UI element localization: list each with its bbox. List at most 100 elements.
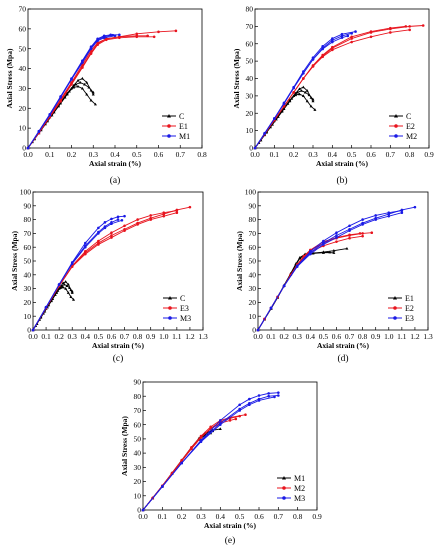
panel-caption: (d): [337, 353, 348, 364]
data-point: [85, 80, 89, 84]
data-point: [162, 211, 166, 214]
x-tick-label: 0.8: [405, 150, 415, 159]
data-point: [219, 419, 222, 422]
legend-marker: [394, 134, 398, 138]
x-tick-label: 0.1: [158, 512, 168, 521]
data-point: [311, 99, 315, 103]
data-point: [162, 214, 166, 218]
series-line: [32, 212, 177, 331]
legend-entry-M3: M3: [277, 494, 305, 503]
data-point: [292, 91, 295, 94]
data-point: [85, 92, 89, 96]
data-point: [89, 88, 93, 92]
data-point: [103, 221, 107, 224]
data-point: [97, 239, 100, 243]
legend-entry-C: C: [389, 112, 411, 121]
y-tick-label: 0: [249, 144, 253, 153]
data-point: [97, 226, 100, 230]
panel-caption: (a): [110, 175, 121, 186]
legend-marker: [167, 124, 171, 128]
data-point: [188, 205, 192, 209]
data-point: [149, 218, 152, 221]
x-axis-label: Axial strain (%): [92, 341, 145, 350]
y-axis-label: Axial Stress (Mpa): [232, 48, 241, 108]
y-tick-label: 80: [246, 5, 254, 14]
x-tick-label: 0.6: [154, 150, 164, 159]
legend-entry-E3: E3: [163, 304, 189, 313]
data-point: [152, 35, 156, 39]
data-point: [332, 249, 336, 252]
legend-label: M3: [180, 314, 191, 323]
series-line: [27, 35, 148, 149]
data-point: [321, 250, 325, 254]
data-point: [413, 205, 417, 209]
legend-marker: [167, 114, 171, 118]
data-point: [135, 32, 139, 36]
data-point: [273, 395, 276, 399]
data-point: [84, 245, 87, 249]
y-tick-label: 80: [249, 215, 257, 224]
legend-entry-M3: M3: [163, 314, 191, 323]
data-point: [113, 34, 117, 38]
data-point: [219, 423, 222, 426]
data-point: [335, 234, 338, 237]
data-point: [228, 419, 232, 422]
data-point: [209, 425, 212, 429]
x-tick-label: 0.0: [138, 512, 148, 521]
data-point: [297, 87, 301, 91]
y-tick-label: 70: [134, 406, 142, 415]
data-point: [66, 282, 70, 286]
data-point: [256, 328, 260, 332]
data-point: [358, 232, 362, 235]
data-point: [257, 399, 261, 402]
data-point: [331, 37, 334, 40]
x-tick-label: 0.4: [110, 150, 120, 159]
data-point: [389, 26, 392, 30]
legend-label: C: [180, 294, 185, 303]
x-tick-label: 0.2: [177, 512, 187, 521]
legend-label: E1: [179, 122, 188, 131]
data-point: [311, 64, 315, 67]
y-tick-label: 30: [24, 284, 32, 293]
data-point: [64, 280, 68, 283]
panel-caption: (e): [225, 535, 236, 546]
data-point: [55, 290, 59, 294]
y-tick-label: 20: [24, 298, 32, 307]
x-tick-label: 1.1: [172, 332, 182, 341]
data-point: [89, 51, 93, 54]
y-tick-label: 20: [249, 298, 257, 307]
y-axis-label: Axial Stress (Mpa): [235, 231, 244, 291]
data-point: [110, 236, 113, 239]
x-tick-label: 0.7: [386, 150, 396, 159]
data-point: [180, 461, 183, 465]
data-point: [361, 223, 364, 226]
data-point: [190, 447, 193, 451]
y-tick-label: 40: [24, 270, 32, 279]
x-tick-label: 0.2: [67, 150, 77, 159]
data-point: [335, 236, 338, 239]
data-point: [80, 76, 84, 80]
data-point: [70, 77, 73, 81]
legend-label: E2: [405, 304, 414, 313]
data-point: [218, 427, 222, 431]
x-tick-label: 0.1: [270, 150, 280, 159]
y-tick-label: 40: [134, 449, 142, 458]
y-axis-label: Axial Stress (Mpa): [120, 416, 129, 476]
data-point: [96, 38, 99, 42]
data-point: [305, 99, 309, 103]
data-point: [123, 214, 126, 218]
x-tick-label: 0.5: [319, 332, 329, 341]
y-tick-label: 40: [249, 270, 257, 279]
x-tick-label: 1.2: [185, 332, 195, 341]
plot-frame: [254, 8, 430, 149]
data-point: [267, 394, 270, 398]
data-point: [331, 48, 334, 52]
data-point: [141, 508, 145, 512]
x-tick-label: 0.5: [347, 150, 357, 159]
y-tick-label: 0: [252, 326, 256, 335]
data-point: [298, 255, 302, 259]
legend-entry-M2: M2: [277, 484, 305, 493]
x-tick-label: 0.7: [274, 512, 284, 521]
data-point: [97, 232, 100, 235]
data-point: [294, 93, 298, 97]
